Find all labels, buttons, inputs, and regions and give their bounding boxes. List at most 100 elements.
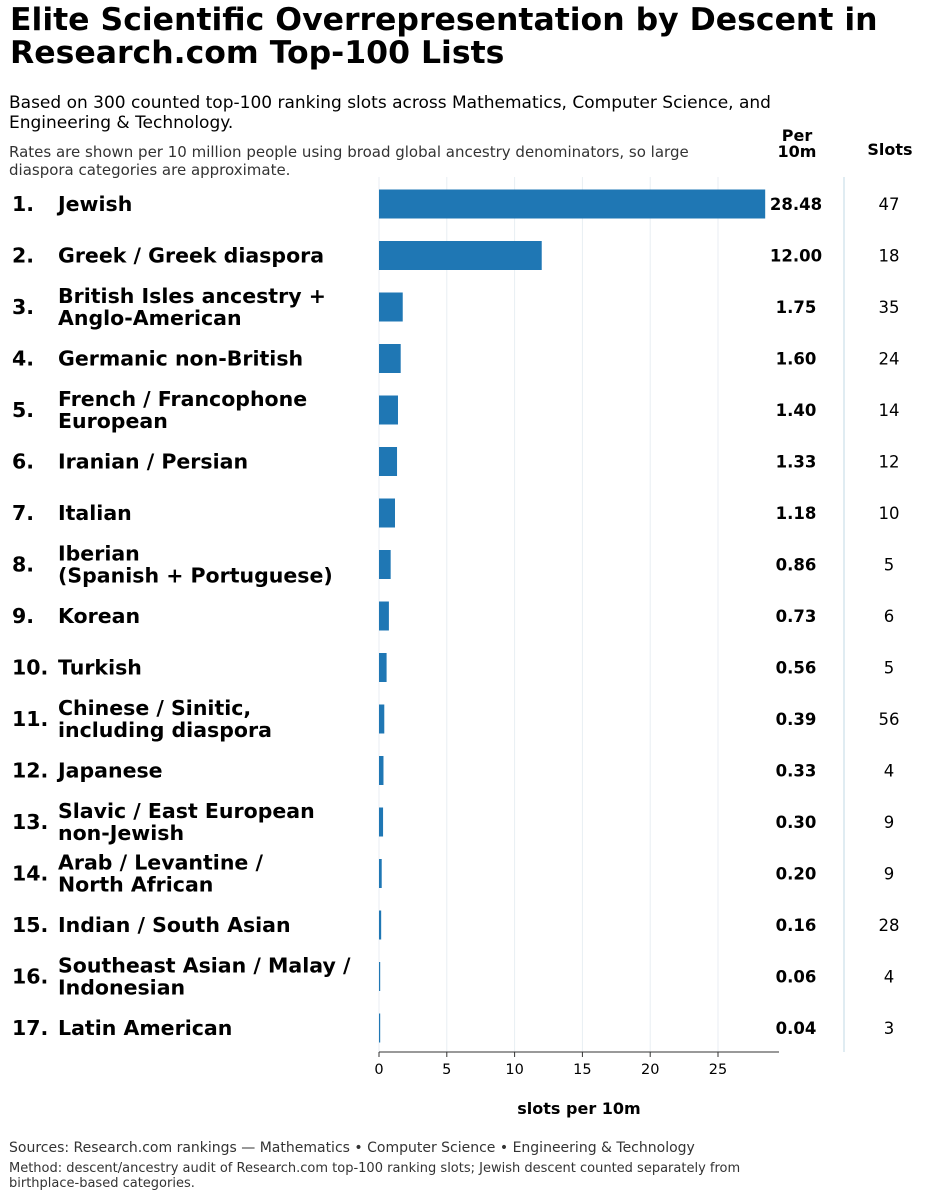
slots-value-label: 28 [879,916,900,935]
bar [379,962,381,991]
bar [379,395,398,425]
slots-value-label: 12 [879,453,900,472]
slots-value-label: 5 [884,659,895,678]
slots-value-label: 35 [879,298,900,317]
rate-column-header-line2: 10m [777,142,817,161]
rate-value-label: 0.39 [776,710,817,729]
rank-label: 17. [12,1016,48,1040]
bar [379,807,384,837]
rank-label: 13. [12,810,48,834]
category-label: Germanic non-British [58,347,303,371]
rate-value-label: 0.56 [776,659,817,678]
bar [379,447,398,476]
bar [379,498,396,528]
x-tick-label: 15 [573,1062,591,1078]
rate-value-label: 0.16 [776,916,817,935]
rank-label: 3. [12,295,34,319]
rate-value-label: 0.06 [776,968,817,987]
sources-note: Sources: Research.com rankings — Mathema… [9,1140,695,1156]
bar [379,292,403,322]
rate-column-header: Per 10m [772,128,822,160]
rate-value-label: 1.75 [776,298,817,317]
rank-label: 10. [12,656,48,680]
rate-value-label: 1.40 [776,401,817,420]
bar [379,1013,381,1043]
bar [379,601,389,631]
x-tick-label: 25 [709,1062,727,1078]
bar [379,653,387,682]
rank-label: 8. [12,553,34,577]
slots-value-label: 9 [884,813,895,832]
slots-column-header: Slots [867,140,913,159]
rank-label: 9. [12,604,34,628]
rank-label: 15. [12,913,48,937]
rate-value-label: 1.33 [776,453,817,472]
x-tick-label: 5 [442,1062,451,1078]
category-label: Indian / South Asian [58,913,291,937]
rate-value-label: 12.00 [770,247,822,266]
slots-value-label: 3 [884,1019,895,1038]
rank-label: 16. [12,965,48,989]
slots-value-label: 10 [879,504,900,523]
method-note: Method: descent/ancestry audit of Resear… [9,1161,741,1191]
category-label: Korean [58,604,140,628]
category-label: British Isles ancestry + Anglo-American [58,284,326,330]
category-label: Japanese [56,759,163,783]
rank-label: 6. [12,450,34,474]
category-label: Iberian (Spanish + Portuguese) [58,542,333,588]
bar [379,344,401,373]
category-label: Southeast Asian / Malay / Indonesian [58,954,351,1000]
rank-label: 2. [12,244,34,268]
rate-column-header-line1: Per [781,126,813,145]
slots-value-label: 18 [879,247,900,266]
rate-value-label: 0.86 [776,556,817,575]
x-tick-label: 0 [374,1062,383,1078]
slots-value-label: 24 [879,350,900,369]
rate-value-label: 0.33 [776,762,817,781]
rank-label: 4. [12,347,34,371]
bar [379,189,766,219]
rank-label: 7. [12,501,34,525]
slots-value-label: 56 [879,710,900,729]
chart-title: Elite Scientific Overrepresentation by D… [10,2,878,71]
slots-value-label: 5 [884,556,895,575]
x-tick-label: 20 [641,1062,659,1078]
bar [379,859,382,888]
rank-label: 11. [12,707,48,731]
slots-value-label: 14 [879,401,900,420]
rate-value-label: 0.20 [776,865,817,884]
x-tick-label: 10 [505,1062,523,1078]
rate-value-label: 1.60 [776,350,817,369]
category-label: Jewish [56,192,132,216]
x-axis-label: slots per 10m [517,1099,640,1118]
rate-value-label: 28.48 [770,195,822,214]
category-label: French / Francophone European [58,387,307,433]
rate-value-label: 1.18 [776,504,817,523]
category-label: Turkish [58,656,142,680]
bar [379,241,542,270]
slots-value-label: 9 [884,865,895,884]
chart-subtitle: Based on 300 counted top-100 ranking slo… [9,93,771,133]
category-label: Greek / Greek diaspora [58,244,324,268]
category-label: Slavic / East European non-Jewish [58,799,315,845]
rate-value-label: 0.04 [776,1019,817,1038]
slots-value-label: 4 [884,968,895,987]
rate-value-label: 0.30 [776,813,817,832]
bar [379,704,385,734]
rate-value-label: 0.73 [776,607,817,626]
rank-label: 1. [12,192,34,216]
category-label: Chinese / Sinitic, including diaspora [58,696,272,742]
category-label: Latin American [58,1016,232,1040]
chart-note: Rates are shown per 10 million people us… [9,143,689,179]
rank-label: 14. [12,862,48,886]
slots-value-label: 4 [884,762,895,781]
bar [379,756,384,785]
rank-label: 12. [12,759,48,783]
bar-chart: 1. Jewish 28.48 47 2. Greek / Greek diaspora 1… [12,177,900,1118]
bar [379,550,391,579]
slots-value-label: 6 [884,607,895,626]
bar [379,910,382,940]
category-label: Italian [58,501,132,525]
category-label: Arab / Levantine / North African [58,851,263,897]
slots-value-label: 47 [879,195,900,214]
